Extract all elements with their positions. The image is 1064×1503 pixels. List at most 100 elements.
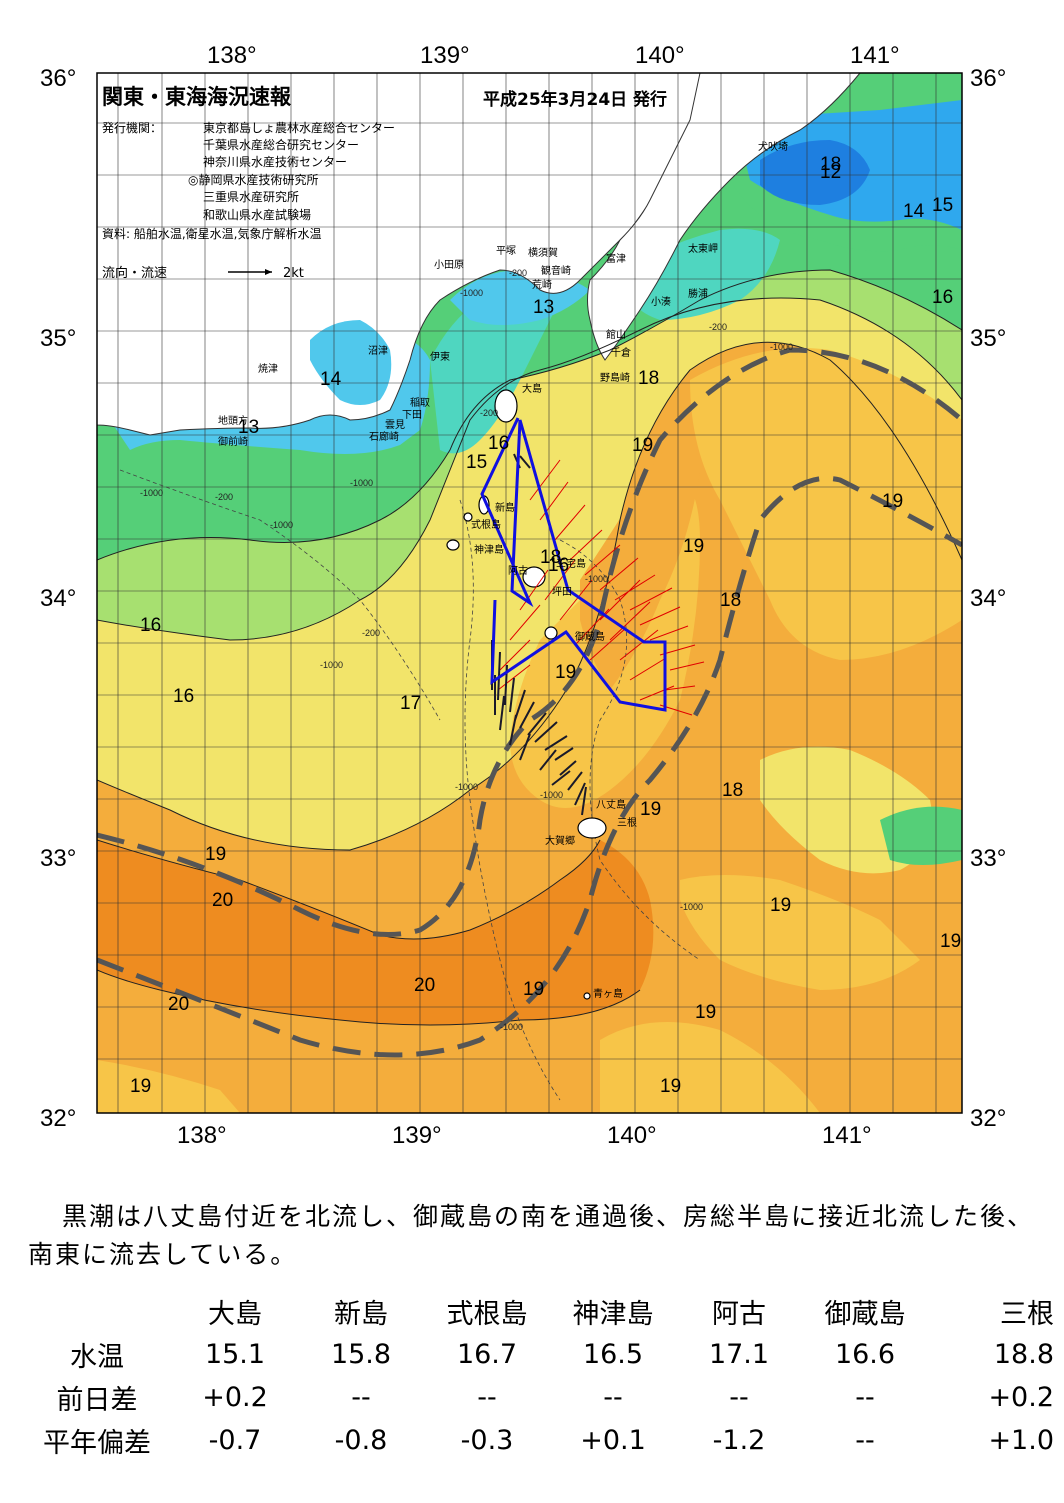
svg-text:15: 15: [932, 195, 953, 216]
svg-text:20: 20: [212, 890, 233, 911]
svg-text:18: 18: [820, 154, 841, 175]
col-header: 三根: [1000, 1299, 1054, 1330]
sea-temperature-map: 138° 139° 140° 141° 138° 139° 140° 141° …: [40, 42, 1006, 1149]
longitude-labels-top: 138° 139° 140° 141°: [207, 42, 900, 69]
svg-text:沼津: 沼津: [368, 344, 388, 357]
svg-text:36°: 36°: [970, 65, 1006, 92]
svg-text:地頭方: 地頭方: [218, 414, 248, 427]
table-cell: 16.7: [456, 1339, 518, 1370]
svg-text:32°: 32°: [40, 1105, 76, 1132]
table-row: 平年偏差 -0.7 -0.8 -0.3 +0.1 -1.2 -- +1.0: [22, 1419, 1064, 1462]
grid: [97, 73, 962, 1113]
svg-text:下田: 下田: [402, 410, 422, 421]
svg-text:18: 18: [720, 590, 741, 611]
kuroshio-axis: [97, 347, 962, 1058]
table-cell: +0.2: [988, 1382, 1054, 1413]
svg-text:横須賀: 横須賀: [528, 246, 558, 259]
svg-text:13: 13: [238, 417, 259, 438]
svg-text:大賀郷: 大賀郷: [545, 834, 575, 847]
svg-text:富津: 富津: [606, 252, 626, 265]
svg-text:荒崎: 荒崎: [532, 278, 552, 291]
svg-text:-200: -200: [509, 268, 527, 278]
svg-text:33°: 33°: [40, 845, 76, 872]
svg-text:-1000: -1000: [140, 488, 163, 498]
svg-text:32°: 32°: [970, 1105, 1006, 1132]
longitude-labels-bottom: 138° 139° 140° 141°: [177, 1122, 872, 1149]
svg-text:13: 13: [533, 297, 554, 318]
zone-12: [760, 140, 870, 205]
table-cell: -0.8: [334, 1425, 388, 1456]
svg-text:141°: 141°: [850, 42, 900, 69]
svg-text:17: 17: [400, 693, 421, 714]
svg-text:19: 19: [695, 1002, 716, 1023]
col-header: 大島: [208, 1299, 262, 1330]
svg-text:18: 18: [722, 780, 743, 801]
table-cell: --: [855, 1382, 875, 1413]
svg-text:雲見: 雲見: [385, 419, 405, 431]
row-label: 水温: [70, 1342, 124, 1373]
svg-text:大島: 大島: [522, 382, 542, 395]
publisher-label: 発行機関：: [102, 120, 162, 135]
table-cell: -0.3: [460, 1425, 514, 1456]
svg-text:19: 19: [770, 895, 791, 916]
map-frame: [96, 72, 963, 1114]
svg-text:16: 16: [932, 287, 953, 308]
svg-text:19: 19: [523, 979, 544, 1000]
svg-text:稲取: 稲取: [410, 397, 430, 409]
table-cell: --: [477, 1382, 497, 1413]
svg-text:36°: 36°: [40, 65, 76, 92]
svg-text:-1000: -1000: [540, 790, 563, 800]
table-cell: 16.6: [834, 1339, 896, 1370]
svg-text:小田原: 小田原: [434, 259, 464, 271]
col-header: 新島: [334, 1299, 388, 1330]
svg-text:青ヶ島: 青ヶ島: [593, 987, 623, 1000]
table-cell: +0.1: [580, 1425, 646, 1456]
table-cell: --: [351, 1382, 371, 1413]
issue-date: 平成25年3月24日 発行: [483, 89, 667, 110]
svg-text:犬吠埼: 犬吠埼: [758, 140, 788, 153]
svg-text:-1000: -1000: [680, 902, 703, 912]
place-names: 犬吠埼 太東岬 勝浦 小湊 富津 横須賀 観音崎 荒崎 平塚 小田原 館山 千倉…: [218, 140, 788, 1000]
svg-text:19: 19: [660, 1076, 681, 1097]
svg-text:新島: 新島: [495, 501, 515, 514]
svg-text:石廊崎: 石廊崎: [369, 430, 399, 443]
current-vectors-red: [497, 459, 705, 716]
svg-text:16: 16: [173, 686, 194, 707]
zone-20: [97, 840, 654, 1025]
table-row: 前日差 +0.2 -- -- -- -- -- +0.2: [22, 1376, 1064, 1419]
svg-text:14: 14: [320, 369, 342, 390]
svg-text:18: 18: [638, 368, 659, 389]
table-row: 水温 15.1 15.8 16.7 16.5 17.1 16.6 18.8: [22, 1333, 1064, 1376]
svg-text:16: 16: [488, 433, 509, 454]
table-cell: 15.1: [204, 1339, 266, 1370]
table-cell: +1.0: [988, 1425, 1054, 1456]
svg-text:野島崎: 野島崎: [600, 371, 630, 384]
svg-text:-1000: -1000: [585, 574, 608, 584]
legend-label: 流向・流速: [102, 265, 167, 281]
svg-text:19: 19: [683, 536, 704, 557]
table-cell: 18.8: [993, 1339, 1054, 1370]
svg-text:19: 19: [130, 1076, 151, 1097]
svg-text:-1000: -1000: [455, 782, 478, 792]
table-cell: 15.8: [330, 1339, 392, 1370]
legend-speed: 2kt: [283, 266, 304, 281]
table-header-row: 大島 新島 式根島 神津島 阿古 御蔵島 三根: [22, 1290, 1064, 1333]
svg-text:35°: 35°: [970, 325, 1006, 352]
svg-text:御前崎: 御前崎: [218, 435, 248, 448]
publisher-6: 和歌山県水産試験場: [203, 207, 311, 222]
data-source: 資料: 船舶水温,衛星水温,気象庁解析水温: [102, 226, 322, 241]
svg-text:観音崎: 観音崎: [541, 264, 571, 277]
islands: [446, 389, 607, 1000]
latitude-labels-left: 36° 35° 34° 33° 32°: [40, 65, 76, 1132]
svg-text:15: 15: [466, 452, 487, 473]
svg-text:16: 16: [140, 615, 161, 636]
svg-text:19: 19: [205, 844, 226, 865]
svg-text:-200: -200: [709, 322, 727, 332]
svg-text:16: 16: [548, 555, 569, 576]
contours: [97, 269, 962, 1026]
publisher-2: 千葉県水産総合研究センター: [203, 137, 359, 152]
svg-text:33°: 33°: [970, 845, 1006, 872]
svg-text:平塚: 平塚: [496, 245, 516, 257]
svg-text:館山: 館山: [606, 328, 626, 341]
col-header: 阿古: [712, 1299, 766, 1330]
